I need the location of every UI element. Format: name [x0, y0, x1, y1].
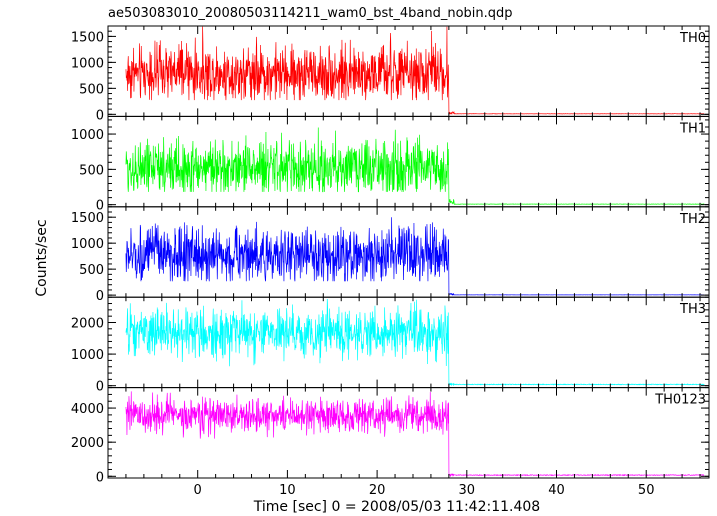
y-tick-label: 500: [79, 263, 104, 278]
y-tick-label: 4000: [71, 402, 104, 417]
series-line-th0123: [125, 391, 705, 477]
y-tick-label: 0: [96, 289, 104, 304]
x-tick-label: 30: [459, 483, 476, 498]
panels: 0 500 1000 1500 TH0 0 500 1000 TH1 0 500 1000 1500 TH…: [71, 25, 710, 485]
x-tick-label: 20: [369, 483, 386, 498]
y-tick-label: 0: [96, 108, 104, 123]
y-tick-label: 1000: [71, 128, 104, 143]
series-label-th1: TH1: [679, 121, 706, 136]
y-tick-label: 1000: [71, 348, 104, 363]
panel-th0123: 0 2000 4000 TH0123: [71, 387, 710, 485]
series-line-th2: [125, 217, 705, 296]
series-line-th1: [125, 127, 705, 205]
panel-frame: [107, 296, 710, 389]
y-axis-label: Counts/sec: [34, 219, 50, 296]
panel-frame: [107, 387, 710, 479]
y-tick-label: 2000: [71, 316, 104, 331]
panel-th0: 0 500 1000 1500 TH0: [71, 25, 710, 123]
chart-title: ae503083010_20080503114211_wam0_bst_4ban…: [108, 6, 513, 21]
panel-th1: 0 500 1000 TH1: [71, 115, 710, 214]
x-tick-label: 0: [194, 483, 202, 498]
y-tick-label: 500: [79, 82, 104, 97]
series-line-th3: [125, 299, 705, 387]
y-tick-label: 1000: [71, 56, 104, 71]
series-label-th0: TH0: [679, 31, 706, 46]
series-label-th2: TH2: [679, 212, 706, 227]
x-axis-labels: 0 10 20 30 40 50: [194, 483, 655, 498]
x-axis-label: Time [sec] 0 = 2008/05/03 11:42:11.408: [253, 499, 540, 515]
y-tick-label: 0: [96, 199, 104, 214]
series-label-th0123: TH0123: [654, 393, 706, 408]
y-tick-label: 0: [96, 380, 104, 395]
y-tick-label: 2000: [71, 436, 104, 451]
y-tick-label: 1500: [71, 30, 104, 45]
panel-th2: 0 500 1000 1500 TH2: [71, 206, 710, 304]
y-tick-label: 500: [79, 163, 104, 178]
y-tick-label: 1500: [71, 211, 104, 226]
x-tick-label: 50: [638, 483, 655, 498]
panel-th3: 0 1000 2000 TH3: [71, 296, 710, 395]
series-line-th0: [125, 26, 705, 115]
x-tick-label: 10: [279, 483, 296, 498]
series-label-th3: TH3: [679, 302, 706, 317]
x-tick-label: 40: [548, 483, 565, 498]
y-tick-label: 1000: [71, 237, 104, 252]
y-tick-label: 0: [96, 470, 104, 485]
